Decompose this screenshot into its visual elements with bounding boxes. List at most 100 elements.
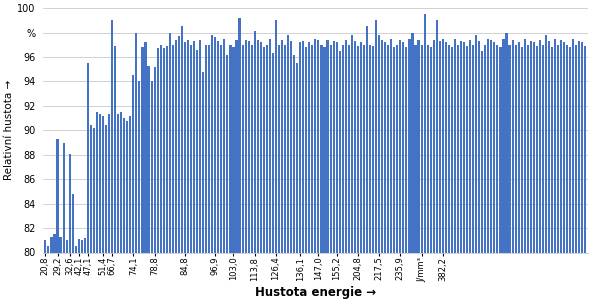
Bar [117,115,119,252]
Bar [175,40,177,252]
Bar [554,39,556,252]
Bar [244,40,247,252]
Bar [572,39,574,252]
Bar [378,35,380,252]
Bar [150,82,153,252]
Bar [193,41,195,252]
Bar [524,39,526,252]
Bar [156,48,159,252]
Bar [487,39,490,252]
Bar [360,42,362,252]
Bar [129,116,131,252]
Bar [457,45,459,252]
Bar [539,40,541,252]
Bar [566,45,568,252]
Bar [399,40,401,252]
Bar [296,63,298,252]
Bar [302,41,304,252]
Bar [184,42,186,252]
Bar [333,41,334,252]
Bar [548,41,550,252]
Bar [581,42,584,252]
Bar [433,40,435,252]
Bar [144,42,147,252]
Bar [481,51,483,252]
Bar [414,45,417,252]
Bar [220,45,223,252]
Bar [250,45,253,252]
Bar [381,40,383,252]
Bar [136,33,137,252]
Bar [93,128,95,252]
Bar [527,45,529,252]
Bar [187,40,189,252]
Bar [202,72,204,252]
Bar [287,35,289,252]
Bar [436,20,438,252]
Bar [320,45,323,252]
Bar [141,47,143,252]
Bar [59,237,62,252]
Bar [390,39,392,252]
Bar [514,45,517,252]
Bar [503,39,504,252]
Bar [120,112,123,252]
Bar [102,116,104,252]
Bar [90,125,92,252]
Bar [439,41,441,252]
Bar [247,41,250,252]
Bar [308,42,310,252]
Bar [211,35,213,252]
Bar [242,45,244,252]
Bar [417,40,420,252]
Bar [53,234,56,252]
Bar [105,125,107,252]
Bar [236,40,237,252]
Bar [493,42,496,252]
Bar [403,42,404,252]
Bar [569,47,571,252]
Bar [475,35,477,252]
Bar [169,33,171,252]
Bar [75,246,77,252]
Bar [396,45,398,252]
Bar [147,65,150,252]
Bar [454,39,456,252]
Bar [314,39,317,252]
Bar [393,47,395,252]
Bar [326,40,329,252]
Bar [384,42,386,252]
Bar [311,45,313,252]
Bar [196,50,198,252]
Bar [69,154,70,252]
Bar [463,42,465,252]
Bar [139,82,140,252]
Bar [181,26,183,252]
Bar [78,239,80,252]
Bar [263,47,265,252]
Bar [336,42,337,252]
Bar [363,45,365,252]
Bar [317,40,320,252]
Bar [542,45,544,252]
Bar [132,75,134,252]
Bar [500,47,501,252]
Bar [305,47,307,252]
Bar [442,39,444,252]
Bar [275,20,277,252]
Bar [345,40,347,252]
Bar [257,40,259,252]
Bar [50,237,53,252]
Bar [190,45,192,252]
Bar [239,18,240,252]
Bar [484,45,487,252]
Bar [369,45,371,252]
X-axis label: Hustota energie →: Hustota energie → [255,286,376,299]
Bar [199,40,201,252]
Bar [375,20,377,252]
Bar [545,35,547,252]
Bar [551,47,553,252]
Bar [281,40,283,252]
Bar [411,33,414,252]
Bar [123,118,126,252]
